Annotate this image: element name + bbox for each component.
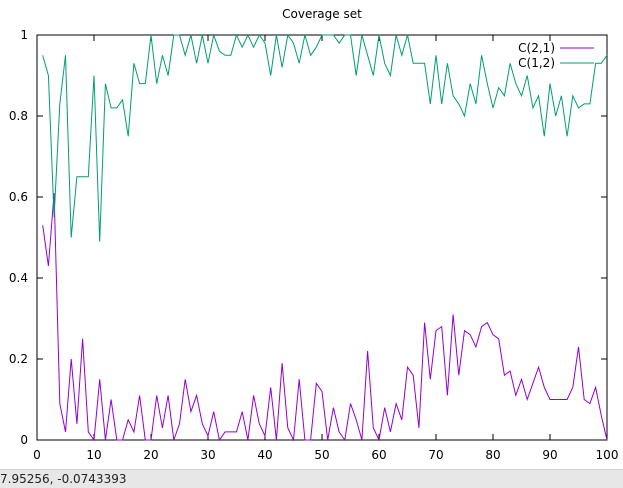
x-tick-label: 30 — [200, 448, 215, 462]
y-tick-label: 0.8 — [9, 109, 28, 123]
x-tick-label: 0 — [33, 448, 41, 462]
x-tick-label: 50 — [314, 448, 329, 462]
legend-label: C(2,1) — [518, 41, 555, 55]
x-tick-label: 40 — [257, 448, 272, 462]
legend-label: C(1,2) — [518, 56, 555, 70]
x-tick-label: 70 — [428, 448, 443, 462]
x-tick-label: 90 — [542, 448, 557, 462]
chart-title: Coverage set — [282, 7, 362, 21]
x-tick-label: 100 — [596, 448, 619, 462]
x-tick-label: 10 — [86, 448, 101, 462]
y-tick-label: 0.6 — [9, 190, 28, 204]
y-tick-label: 0.4 — [9, 271, 28, 285]
y-tick-label: 0.2 — [9, 352, 28, 366]
status-bar: 7.95256, -0.0743393 — [0, 469, 623, 488]
x-tick-label: 20 — [143, 448, 158, 462]
y-tick-label: 1 — [20, 28, 28, 42]
y-tick-label: 0 — [20, 433, 28, 447]
x-tick-label: 60 — [371, 448, 386, 462]
chart: Coverage set 0 10 20 30 40 50 60 70 80 90 100 0 0.2 0… — [9, 7, 619, 462]
x-tick-label: 80 — [485, 448, 500, 462]
cursor-coordinates: 7.95256, -0.0743393 — [0, 472, 127, 486]
series-line-0 — [42, 192, 608, 442]
series-line-1 — [42, 33, 608, 242]
